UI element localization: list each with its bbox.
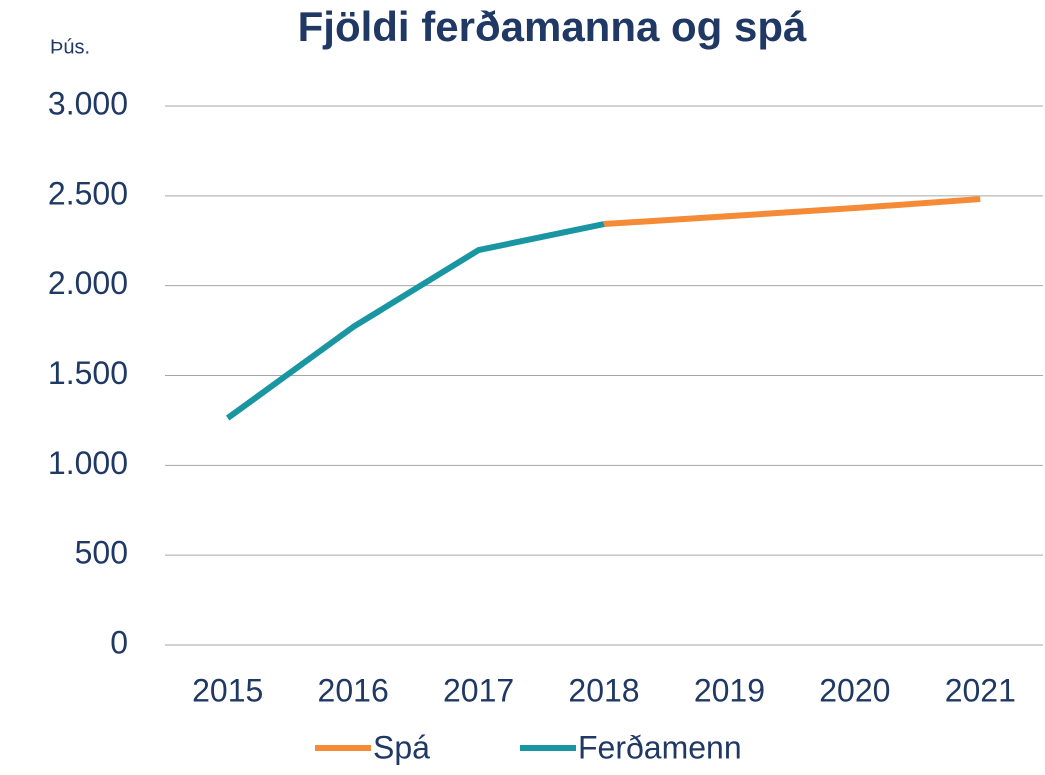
y-tick-label: 3.000 — [48, 85, 128, 121]
series-line — [603, 196, 981, 228]
y-tick-label: 2.000 — [48, 265, 128, 301]
x-tick-label: 2016 — [318, 672, 389, 708]
x-tick-label: 2021 — [945, 672, 1016, 708]
y-tick-label: 1.500 — [48, 355, 128, 391]
legend-label: Spá — [373, 729, 430, 765]
unit-label: Þús. — [50, 36, 90, 58]
y-tick-label: 2.500 — [48, 175, 128, 211]
y-tick-label: 1.000 — [48, 445, 128, 481]
y-tick-label: 500 — [75, 535, 128, 571]
x-tick-label: 2019 — [694, 672, 765, 708]
x-tick-label: 2020 — [819, 672, 890, 708]
y-tick-label: 0 — [110, 624, 128, 660]
x-tick-label: 2017 — [443, 672, 514, 708]
legend-label: Ferðamenn — [578, 729, 742, 765]
x-tick-label: 2015 — [192, 672, 263, 708]
series-line — [225, 221, 605, 421]
chart-title: Fjöldi ferðamanna og spá — [298, 3, 807, 50]
x-tick-label: 2018 — [568, 672, 639, 708]
